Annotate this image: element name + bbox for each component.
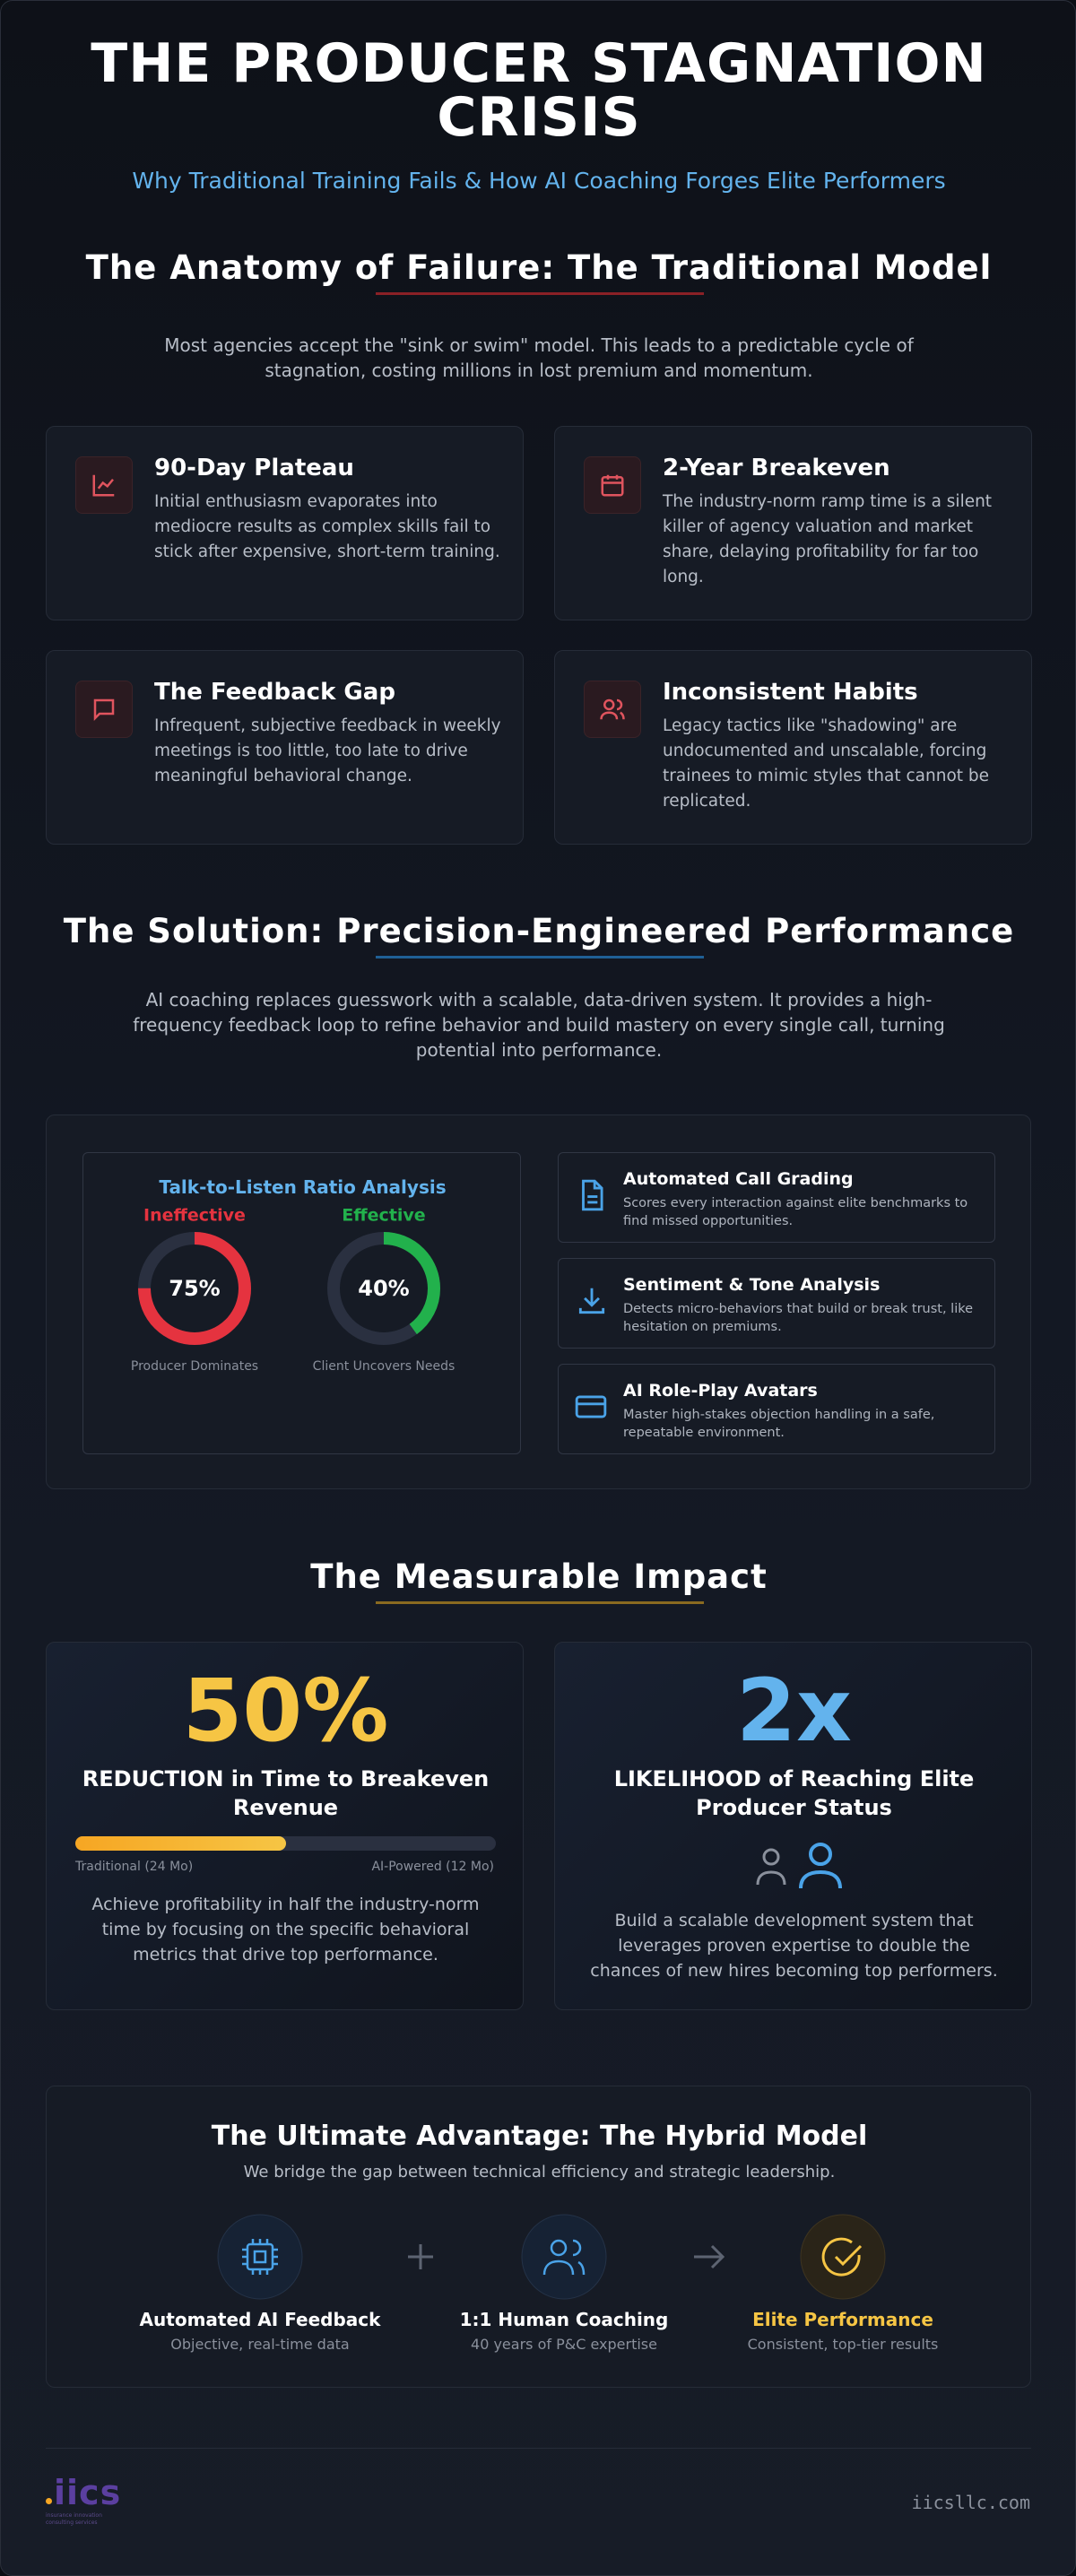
gauge-caption: Producer Dominates bbox=[131, 1359, 258, 1374]
step-sub: Consistent, top-tier results bbox=[747, 2336, 939, 2353]
card-body: Initial enthusiasm evaporates into medio… bbox=[154, 492, 500, 561]
card: 90-Day Plateau Initial enthusiasm evapor… bbox=[46, 426, 524, 620]
intro: AI coaching replaces guesswork with a sc… bbox=[133, 989, 945, 1061]
card-body: Infrequent, subjective feedback in weekl… bbox=[154, 716, 501, 785]
icon bbox=[575, 1395, 607, 1418]
impact-card: 50% REDUCTION in Time to Breakeven Reven… bbox=[46, 1642, 524, 2010]
step-title: Elite Performance bbox=[752, 2309, 933, 2330]
card-title: Inconsistent Habits bbox=[663, 679, 918, 706]
step-title: Automated AI Feedback bbox=[139, 2309, 381, 2330]
underline bbox=[376, 956, 704, 958]
logo-dot bbox=[46, 2498, 52, 2504]
card: The Feedback Gap Infrequent, subjective … bbox=[46, 650, 524, 845]
logo-sub: insurance innovation consulting services bbox=[46, 2512, 102, 2526]
logo: iics insurance innovation consulting ser… bbox=[46, 2473, 153, 2527]
stat: 2x bbox=[736, 1661, 852, 1761]
hybrid-subtitle: We bridge the gap between technical effi… bbox=[243, 2163, 836, 2181]
section-heading: The Solution: Precision-Engineered Perfo… bbox=[63, 912, 1015, 950]
gauge-value: 40% bbox=[358, 1276, 409, 1301]
gauge-label: Ineffective bbox=[143, 1207, 246, 1226]
intro: Most agencies accept the "sink or swim" … bbox=[164, 334, 914, 381]
analysis-title: Talk-to-Listen Ratio Analysis bbox=[159, 1176, 447, 1198]
card-title: 90-Day Plateau bbox=[154, 455, 354, 481]
gauge-arc bbox=[327, 1232, 440, 1345]
section-heading: The Anatomy of Failure: The Traditional … bbox=[85, 248, 993, 287]
section-heading: The Measurable Impact bbox=[310, 1557, 768, 1596]
feature-title: Sentiment & Tone Analysis bbox=[623, 1275, 881, 1295]
people-icons bbox=[756, 1843, 842, 1889]
gauge-value: 75% bbox=[169, 1276, 220, 1301]
step-title: 1:1 Human Coaching bbox=[459, 2309, 669, 2330]
analysis-panel: Talk-to-Listen Ratio Analysis Ineffectiv… bbox=[82, 1152, 521, 1454]
stat-title: REDUCTION in Time to Breakeven Revenue bbox=[82, 1766, 490, 1820]
feature-body: Detects micro-behaviors that build or br… bbox=[623, 1302, 974, 1334]
hybrid-icons bbox=[217, 2214, 886, 2300]
stat-body: Build a scalable development system that… bbox=[590, 1911, 998, 1981]
underline bbox=[376, 1601, 704, 1604]
icon bbox=[584, 456, 641, 514]
step-sub: 40 years of P&C expertise bbox=[471, 2336, 657, 2353]
icon bbox=[582, 1179, 603, 1211]
icon bbox=[75, 456, 133, 514]
bar-label: Traditional (24 Mo) bbox=[75, 1860, 194, 1874]
gauge-arc bbox=[138, 1232, 251, 1345]
step: Automated AI Feedback Objective, real-tim… bbox=[126, 2309, 395, 2353]
subtitle: Why Traditional Training Fails & How AI … bbox=[132, 168, 946, 194]
icon bbox=[578, 1288, 605, 1314]
solution-panel: Talk-to-Listen Ratio Analysis Ineffectiv… bbox=[46, 1115, 1031, 1489]
step: 1:1 Human Coaching 40 years of P&C expert… bbox=[430, 2309, 699, 2353]
title: THE PRODUCER STAGNATION CRISIS bbox=[91, 32, 987, 149]
card-body: The industry-norm ramp time is a silent … bbox=[663, 492, 993, 586]
feature-body: Scores every interaction against elite b… bbox=[623, 1196, 968, 1228]
divider bbox=[46, 2448, 1031, 2449]
bar-label: AI-Powered (12 Mo) bbox=[371, 1860, 494, 1874]
feature-title: AI Role-Play Avatars bbox=[623, 1381, 818, 1401]
icon bbox=[75, 681, 133, 738]
card-title: The Feedback Gap bbox=[154, 679, 395, 706]
stat: 50% bbox=[182, 1661, 389, 1761]
card: 2-Year Breakeven The industry-norm ramp … bbox=[554, 426, 1032, 620]
step: Elite Performance Consistent, top-tier re… bbox=[708, 2309, 977, 2353]
underline bbox=[376, 292, 704, 295]
card-title: 2-Year Breakeven bbox=[663, 455, 890, 481]
icon bbox=[584, 681, 641, 738]
impact-card: 2x LIKELIHOOD of Reaching Elite Producer… bbox=[554, 1642, 1032, 2010]
url[interactable]: iicsllc.com bbox=[911, 2492, 1030, 2513]
hybrid-title: The Ultimate Advantage: The Hybrid Model bbox=[211, 2121, 868, 2152]
gauge-caption: Client Uncovers Needs bbox=[313, 1359, 456, 1374]
bar-fill bbox=[75, 1836, 286, 1851]
card-body: Legacy tactics like "shadowing" are undo… bbox=[663, 716, 990, 811]
bar-track bbox=[75, 1836, 496, 1851]
feature-title: Automated Call Grading bbox=[623, 1169, 854, 1189]
step-sub: Objective, real-time data bbox=[170, 2336, 350, 2353]
stat-title: LIKELIHOOD of Reaching Elite Producer St… bbox=[613, 1766, 975, 1820]
logo-text: iics bbox=[54, 2473, 122, 2512]
card: Inconsistent Habits Legacy tactics like … bbox=[554, 650, 1032, 845]
hybrid-panel: The Ultimate Advantage: The Hybrid Model… bbox=[46, 2086, 1031, 2388]
stat-body: Achieve profitability in half the indust… bbox=[91, 1895, 480, 1965]
feature: Automated Call Grading Scores every inte… bbox=[558, 1152, 995, 1243]
gauges: Ineffective 75% Producer Dominates Effectiv… bbox=[131, 1207, 456, 1374]
feature: Sentiment & Tone Analysis Detects micro-… bbox=[558, 1258, 995, 1349]
feature-body: Master high-stakes objection handling in… bbox=[623, 1408, 935, 1440]
gauge-label: Effective bbox=[342, 1207, 425, 1226]
feature: AI Role-Play Avatars Master high-stakes … bbox=[558, 1364, 995, 1454]
